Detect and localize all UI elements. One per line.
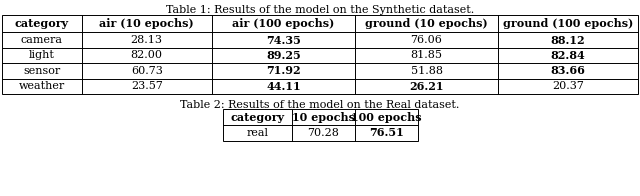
Text: 88.12: 88.12: [551, 34, 586, 46]
Text: category: category: [230, 112, 284, 122]
Text: 82.84: 82.84: [550, 50, 586, 61]
Text: 74.35: 74.35: [266, 34, 301, 46]
Text: 82.00: 82.00: [131, 51, 163, 61]
Text: category: category: [15, 18, 69, 29]
Text: 76.51: 76.51: [369, 128, 403, 139]
Text: ground (10 epochs): ground (10 epochs): [365, 18, 488, 29]
Text: 44.11: 44.11: [266, 81, 301, 92]
Text: 26.21: 26.21: [410, 81, 444, 92]
Text: camera: camera: [20, 35, 63, 45]
Text: Table 2: Results of the model on the Real dataset.: Table 2: Results of the model on the Rea…: [180, 100, 460, 110]
Text: air (10 epochs): air (10 epochs): [99, 18, 194, 29]
Text: 89.25: 89.25: [266, 50, 301, 61]
Text: 20.37: 20.37: [552, 81, 584, 91]
Text: 10 epochs: 10 epochs: [292, 112, 355, 122]
Bar: [2, 15, 638, 94]
Text: real: real: [246, 128, 268, 138]
Text: Table 1: Results of the model on the Synthetic dataset.: Table 1: Results of the model on the Syn…: [166, 5, 474, 15]
Text: 51.88: 51.88: [410, 66, 442, 76]
Text: 83.66: 83.66: [550, 65, 586, 76]
Bar: [223, 109, 417, 141]
Text: 81.85: 81.85: [410, 51, 442, 61]
Text: 28.13: 28.13: [131, 35, 163, 45]
Text: 70.28: 70.28: [307, 128, 339, 138]
Text: 23.57: 23.57: [131, 81, 163, 91]
Text: sensor: sensor: [23, 66, 60, 76]
Text: light: light: [29, 51, 54, 61]
Text: 76.06: 76.06: [411, 35, 442, 45]
Text: 100 epochs: 100 epochs: [351, 112, 421, 122]
Text: weather: weather: [19, 81, 65, 91]
Text: air (100 epochs): air (100 epochs): [232, 18, 335, 29]
Text: ground (100 epochs): ground (100 epochs): [503, 18, 633, 29]
Text: 71.92: 71.92: [266, 65, 301, 76]
Text: 60.73: 60.73: [131, 66, 163, 76]
